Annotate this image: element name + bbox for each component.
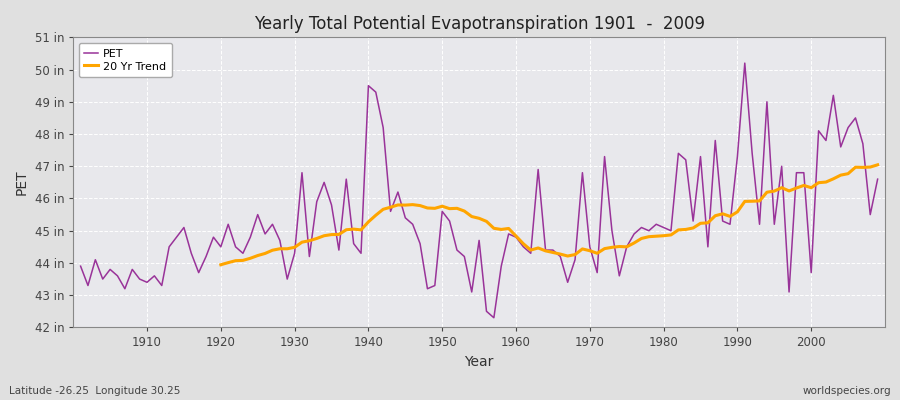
PET xyxy=(607,228,617,233)
PET xyxy=(872,177,883,182)
PET xyxy=(134,277,145,282)
PET xyxy=(489,315,500,320)
PET xyxy=(76,264,86,268)
Text: worldspecies.org: worldspecies.org xyxy=(803,386,891,396)
20 Yr Trend xyxy=(599,246,610,251)
PET xyxy=(297,170,308,175)
20 Yr Trend xyxy=(503,226,514,231)
Text: Latitude -26.25  Longitude 30.25: Latitude -26.25 Longitude 30.25 xyxy=(9,386,180,396)
Line: PET: PET xyxy=(81,63,878,318)
Y-axis label: PET: PET xyxy=(15,170,29,195)
PET xyxy=(518,244,529,249)
20 Yr Trend xyxy=(510,234,521,238)
PET xyxy=(740,61,751,66)
20 Yr Trend xyxy=(872,162,883,167)
PET xyxy=(510,235,521,240)
Title: Yearly Total Potential Evapotranspiration 1901  -  2009: Yearly Total Potential Evapotranspiratio… xyxy=(254,15,705,33)
Legend: PET, 20 Yr Trend: PET, 20 Yr Trend xyxy=(79,43,172,77)
20 Yr Trend xyxy=(341,227,352,232)
20 Yr Trend xyxy=(297,240,308,244)
Line: 20 Yr Trend: 20 Yr Trend xyxy=(220,165,878,265)
X-axis label: Year: Year xyxy=(464,355,494,369)
PET xyxy=(341,177,352,182)
